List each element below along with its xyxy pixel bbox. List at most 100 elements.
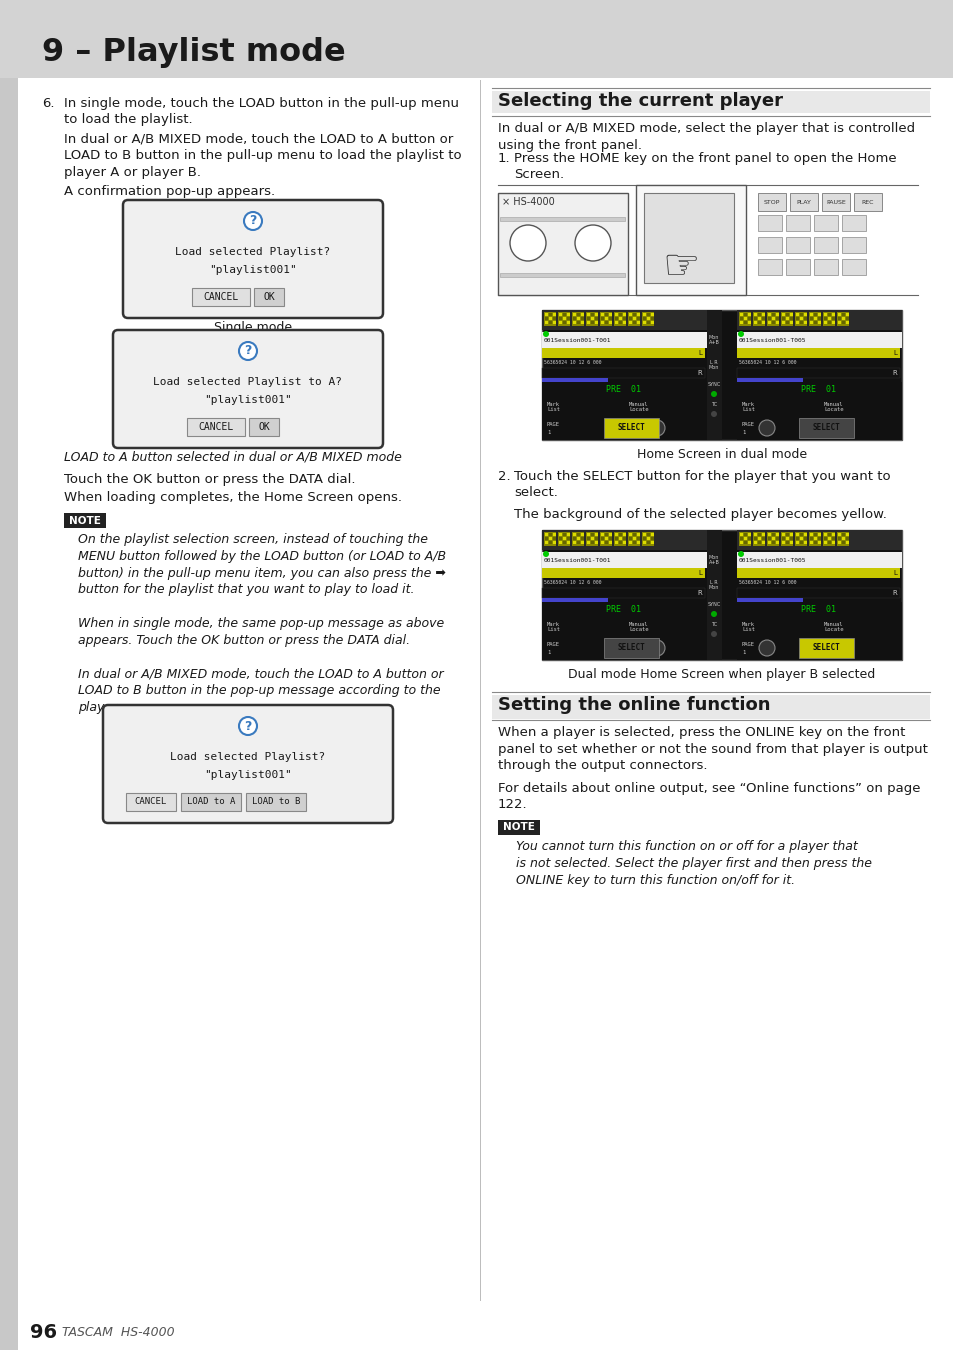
- Bar: [740, 541, 742, 544]
- Circle shape: [710, 612, 717, 617]
- Bar: [642, 313, 645, 316]
- Bar: [608, 313, 612, 316]
- Bar: [499, 273, 624, 277]
- Bar: [126, 792, 175, 811]
- Bar: [573, 317, 576, 320]
- Bar: [737, 332, 901, 348]
- Text: PAGE: PAGE: [546, 423, 559, 427]
- Text: The background of the selected player becomes yellow.: The background of the selected player be…: [514, 508, 886, 521]
- Text: REC: REC: [861, 200, 873, 204]
- Bar: [586, 533, 589, 536]
- Bar: [837, 321, 841, 324]
- Bar: [600, 321, 603, 324]
- Bar: [541, 332, 706, 348]
- FancyBboxPatch shape: [103, 705, 393, 824]
- Bar: [562, 317, 565, 320]
- Bar: [0, 0, 953, 78]
- Bar: [771, 317, 774, 320]
- Bar: [822, 532, 834, 545]
- Text: Home Screen in dual mode: Home Screen in dual mode: [637, 448, 806, 460]
- Bar: [577, 541, 579, 544]
- Bar: [845, 313, 848, 316]
- Text: ?: ?: [244, 344, 252, 358]
- Bar: [803, 537, 806, 540]
- Bar: [604, 533, 607, 536]
- Bar: [577, 317, 579, 320]
- Bar: [637, 537, 639, 540]
- Bar: [795, 537, 799, 540]
- Bar: [646, 313, 649, 316]
- Bar: [785, 321, 788, 324]
- Bar: [771, 541, 774, 544]
- Bar: [590, 537, 594, 540]
- Bar: [604, 321, 607, 324]
- Bar: [590, 321, 594, 324]
- Bar: [771, 537, 774, 540]
- Circle shape: [542, 551, 548, 558]
- Bar: [562, 533, 565, 536]
- Text: PRE  01: PRE 01: [606, 386, 640, 394]
- Bar: [737, 382, 901, 398]
- Bar: [641, 312, 654, 325]
- Bar: [492, 695, 929, 720]
- Bar: [737, 598, 802, 602]
- Bar: [642, 541, 645, 544]
- Bar: [646, 537, 649, 540]
- Bar: [622, 541, 625, 544]
- Bar: [541, 382, 706, 398]
- Bar: [558, 313, 561, 316]
- Bar: [633, 313, 636, 316]
- Bar: [646, 533, 649, 536]
- Bar: [650, 537, 654, 540]
- Bar: [821, 193, 849, 211]
- Bar: [775, 533, 779, 536]
- Bar: [615, 313, 618, 316]
- Text: 96: 96: [30, 1323, 57, 1342]
- Bar: [590, 541, 594, 544]
- Text: 56365024 10 12 6 000: 56365024 10 12 6 000: [543, 580, 601, 586]
- Bar: [622, 317, 625, 320]
- Bar: [837, 313, 841, 316]
- Bar: [813, 238, 837, 252]
- Bar: [800, 317, 802, 320]
- Text: L: L: [892, 350, 896, 356]
- Text: CANCEL: CANCEL: [134, 798, 167, 806]
- Bar: [572, 312, 583, 325]
- Bar: [637, 541, 639, 544]
- Text: 56365024 10 12 6 000: 56365024 10 12 6 000: [543, 360, 601, 366]
- Bar: [628, 321, 631, 324]
- Text: You cannot turn this function on or off for a player that
is not selected. Selec: You cannot turn this function on or off …: [516, 840, 871, 887]
- Circle shape: [239, 717, 256, 734]
- Bar: [767, 537, 770, 540]
- Bar: [595, 317, 598, 320]
- Bar: [618, 313, 621, 316]
- Bar: [837, 537, 841, 540]
- Bar: [813, 313, 816, 316]
- Bar: [813, 321, 816, 324]
- Bar: [543, 312, 556, 325]
- Bar: [758, 317, 760, 320]
- Text: SELECT: SELECT: [617, 424, 644, 432]
- Bar: [767, 533, 770, 536]
- Bar: [827, 313, 830, 316]
- Bar: [618, 537, 621, 540]
- Bar: [650, 313, 654, 316]
- Bar: [785, 215, 809, 231]
- Bar: [827, 541, 830, 544]
- Text: Manual
Locate: Manual Locate: [628, 621, 648, 632]
- Bar: [803, 313, 806, 316]
- Bar: [743, 541, 746, 544]
- Bar: [566, 533, 569, 536]
- Bar: [541, 348, 704, 358]
- Bar: [614, 312, 625, 325]
- Bar: [541, 416, 706, 440]
- Text: 9 – Playlist mode: 9 – Playlist mode: [42, 36, 345, 68]
- Text: TASCAM  HS-4000: TASCAM HS-4000: [62, 1326, 174, 1338]
- Bar: [761, 537, 764, 540]
- Bar: [794, 532, 806, 545]
- Bar: [737, 348, 899, 358]
- Bar: [789, 193, 817, 211]
- Bar: [743, 317, 746, 320]
- Bar: [758, 193, 785, 211]
- Bar: [628, 533, 631, 536]
